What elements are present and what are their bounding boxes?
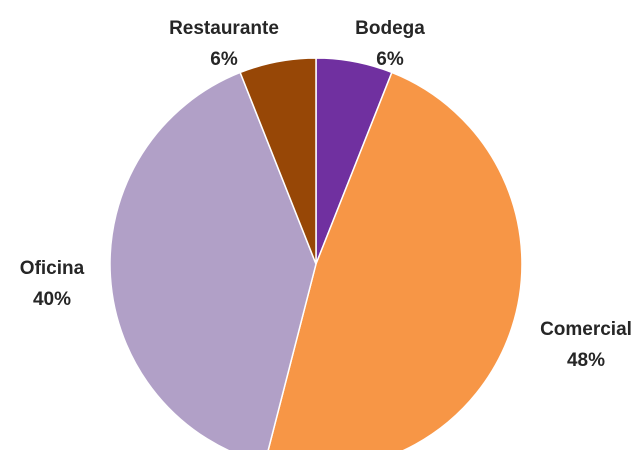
slice-percent-restaurante: 6% xyxy=(210,49,238,70)
pie-labels: Bodega 6% Comercial 48% Oficina 40% Restaurant… xyxy=(20,18,632,371)
pie-slice-oficina xyxy=(109,71,317,455)
slice-percent-comercial: 48% xyxy=(567,350,605,371)
pie-slice-restaurante xyxy=(239,57,317,265)
slice-label-bodega: Bodega xyxy=(355,18,425,39)
slice-label-oficina: Oficina xyxy=(20,258,85,279)
slice-percent-oficina: 40% xyxy=(33,289,71,310)
slice-label-restaurante: Restaurante xyxy=(169,18,279,39)
slice-percent-bodega: 6% xyxy=(376,49,404,70)
pie-slice-comercial xyxy=(266,71,523,455)
slice-label-comercial: Comercial xyxy=(540,319,632,340)
pie-slices xyxy=(109,57,523,455)
